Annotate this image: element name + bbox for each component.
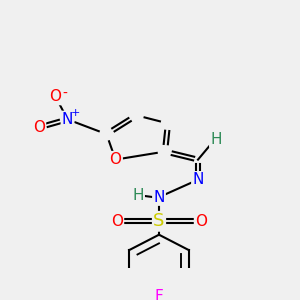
Text: -: -: [62, 87, 67, 101]
Text: N: N: [192, 172, 204, 187]
Text: F: F: [154, 289, 164, 300]
Text: O: O: [50, 89, 61, 104]
Text: O: O: [33, 120, 45, 135]
Text: O: O: [195, 214, 207, 229]
Text: N: N: [153, 190, 165, 205]
Text: S: S: [153, 212, 165, 230]
Text: H: H: [132, 188, 144, 203]
Text: N: N: [62, 112, 73, 127]
Text: O: O: [110, 152, 122, 167]
Text: +: +: [71, 108, 81, 118]
Text: O: O: [111, 214, 123, 229]
Text: H: H: [210, 132, 222, 147]
